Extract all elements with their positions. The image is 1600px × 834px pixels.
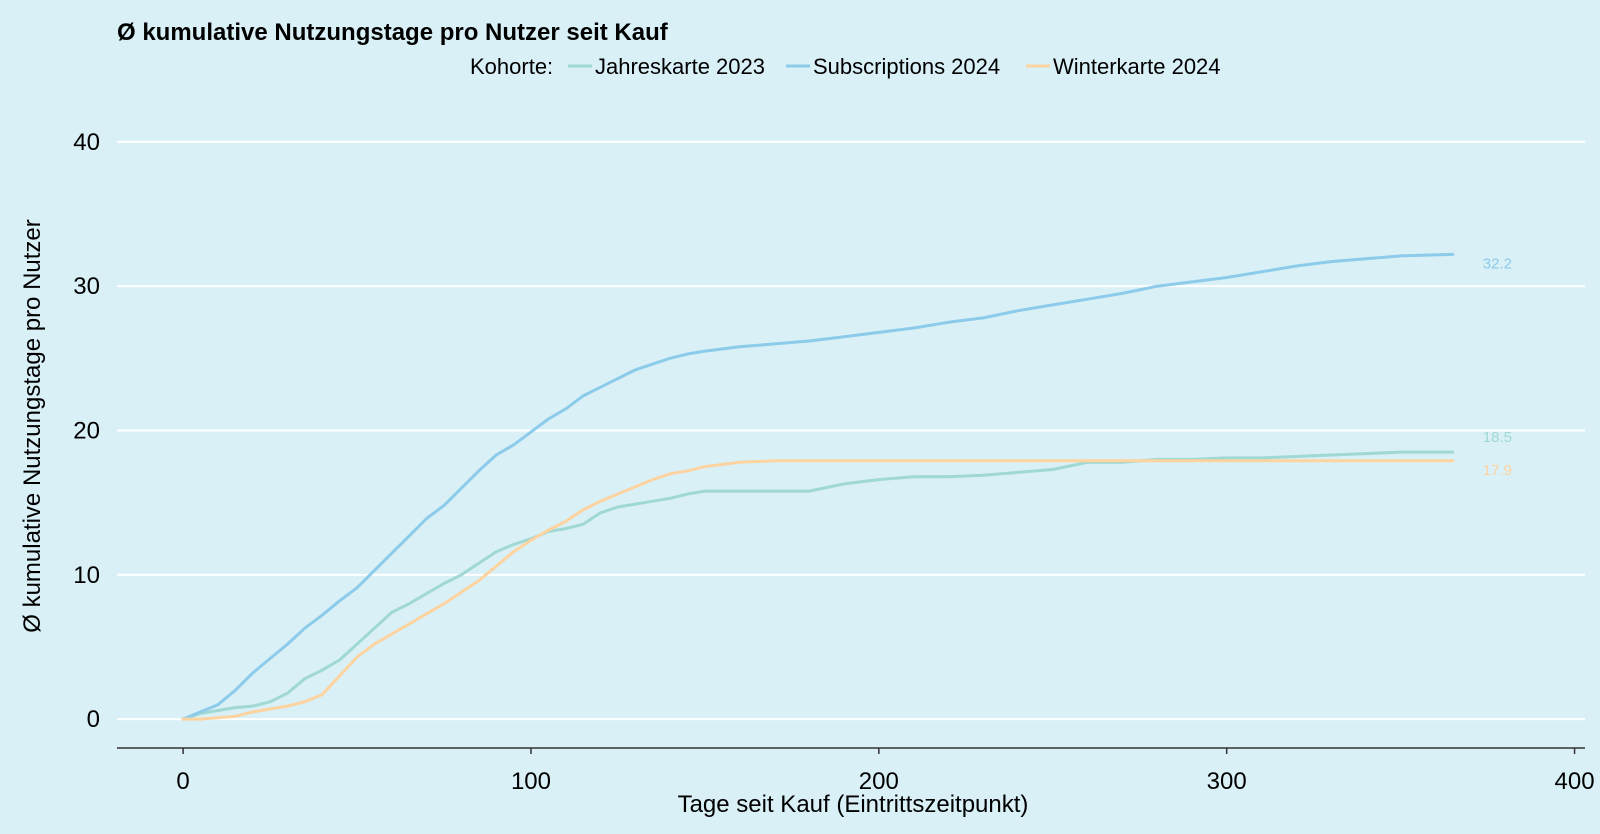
series-line-winterkarte-2024	[181, 459, 1455, 721]
x-tick-label-300: 300	[1207, 768, 1247, 795]
series-line-subscriptions-2024	[181, 252, 1455, 721]
x-tick-label-0: 0	[176, 768, 189, 795]
legend-entry-winterkarte-2024: Winterkarte 2024	[1053, 54, 1221, 79]
y-tick-label-0: 0	[87, 706, 100, 733]
end-label-winterkarte-2024: 17.9	[1483, 462, 1512, 479]
chart-title: Ø kumulative Nutzungstage pro Nutzer sei…	[117, 19, 669, 46]
x-tick-label-100: 100	[511, 768, 551, 795]
x-axis-title: Tage seit Kauf (Eintrittszeitpunkt)	[678, 791, 1029, 818]
y-tick-label-30: 30	[73, 273, 100, 300]
grid-lines	[117, 140, 1585, 721]
x-tick-label-200: 200	[859, 768, 899, 795]
y-axis-ticks: 0 10 20 30 40	[73, 129, 100, 733]
legend-entry-subscriptions-2024: Subscriptions 2024	[813, 54, 1000, 79]
legend: Kohorte: Jahreskarte 2023 Subscriptions …	[470, 54, 1221, 79]
end-label-jahreskarte-2023: 18.5	[1483, 429, 1512, 446]
series-end-labels: 18.5 32.2 17.9	[1483, 255, 1512, 478]
y-tick-label-40: 40	[73, 129, 100, 156]
y-tick-label-10: 10	[73, 562, 100, 589]
x-axis: 0 100 200 300 400	[117, 747, 1595, 795]
y-axis-title: Ø kumulative Nutzungstage pro Nutzer	[19, 219, 46, 633]
series-lines	[181, 252, 1455, 721]
x-tick-label-400: 400	[1555, 768, 1595, 795]
end-label-subscriptions-2024: 32.2	[1483, 255, 1512, 272]
legend-title: Kohorte:	[470, 54, 553, 79]
y-tick-label-20: 20	[73, 418, 100, 445]
legend-entry-jahreskarte-2023: Jahreskarte 2023	[595, 54, 765, 79]
